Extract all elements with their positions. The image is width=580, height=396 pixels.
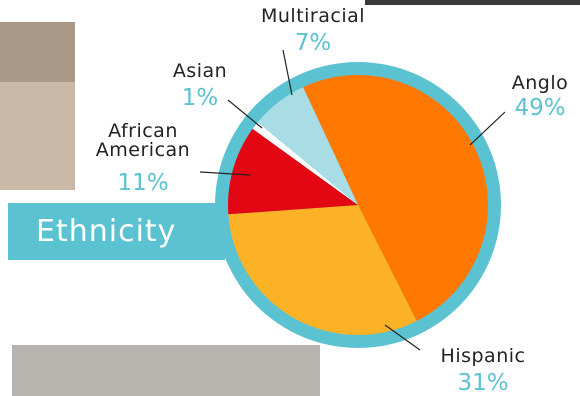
pie-slice (228, 205, 417, 335)
leader-line (384, 324, 421, 351)
pie-slice (257, 87, 358, 205)
photo (12, 345, 320, 396)
category-label: Anglo (511, 72, 569, 94)
value-label: 31% (457, 370, 509, 396)
value-label: 49% (514, 95, 566, 121)
photo (365, 0, 580, 5)
pie-slice (228, 128, 358, 215)
photo-shade (0, 22, 75, 82)
leader-line (227, 99, 263, 129)
chart-title: Ethnicity (8, 203, 225, 260)
category-label: Hispanic (440, 345, 526, 367)
pie-slice (252, 122, 358, 205)
value-label: 7% (294, 30, 332, 56)
value-label: 1% (181, 85, 219, 111)
category-label: African American (95, 120, 191, 161)
value-label: 11% (117, 170, 169, 196)
category-label: Multiracial (260, 5, 366, 27)
leader-line (282, 49, 293, 96)
leader-line (469, 111, 506, 146)
leader-line (199, 171, 251, 176)
category-label: Asian (172, 60, 228, 82)
pie-slice (303, 74, 489, 322)
